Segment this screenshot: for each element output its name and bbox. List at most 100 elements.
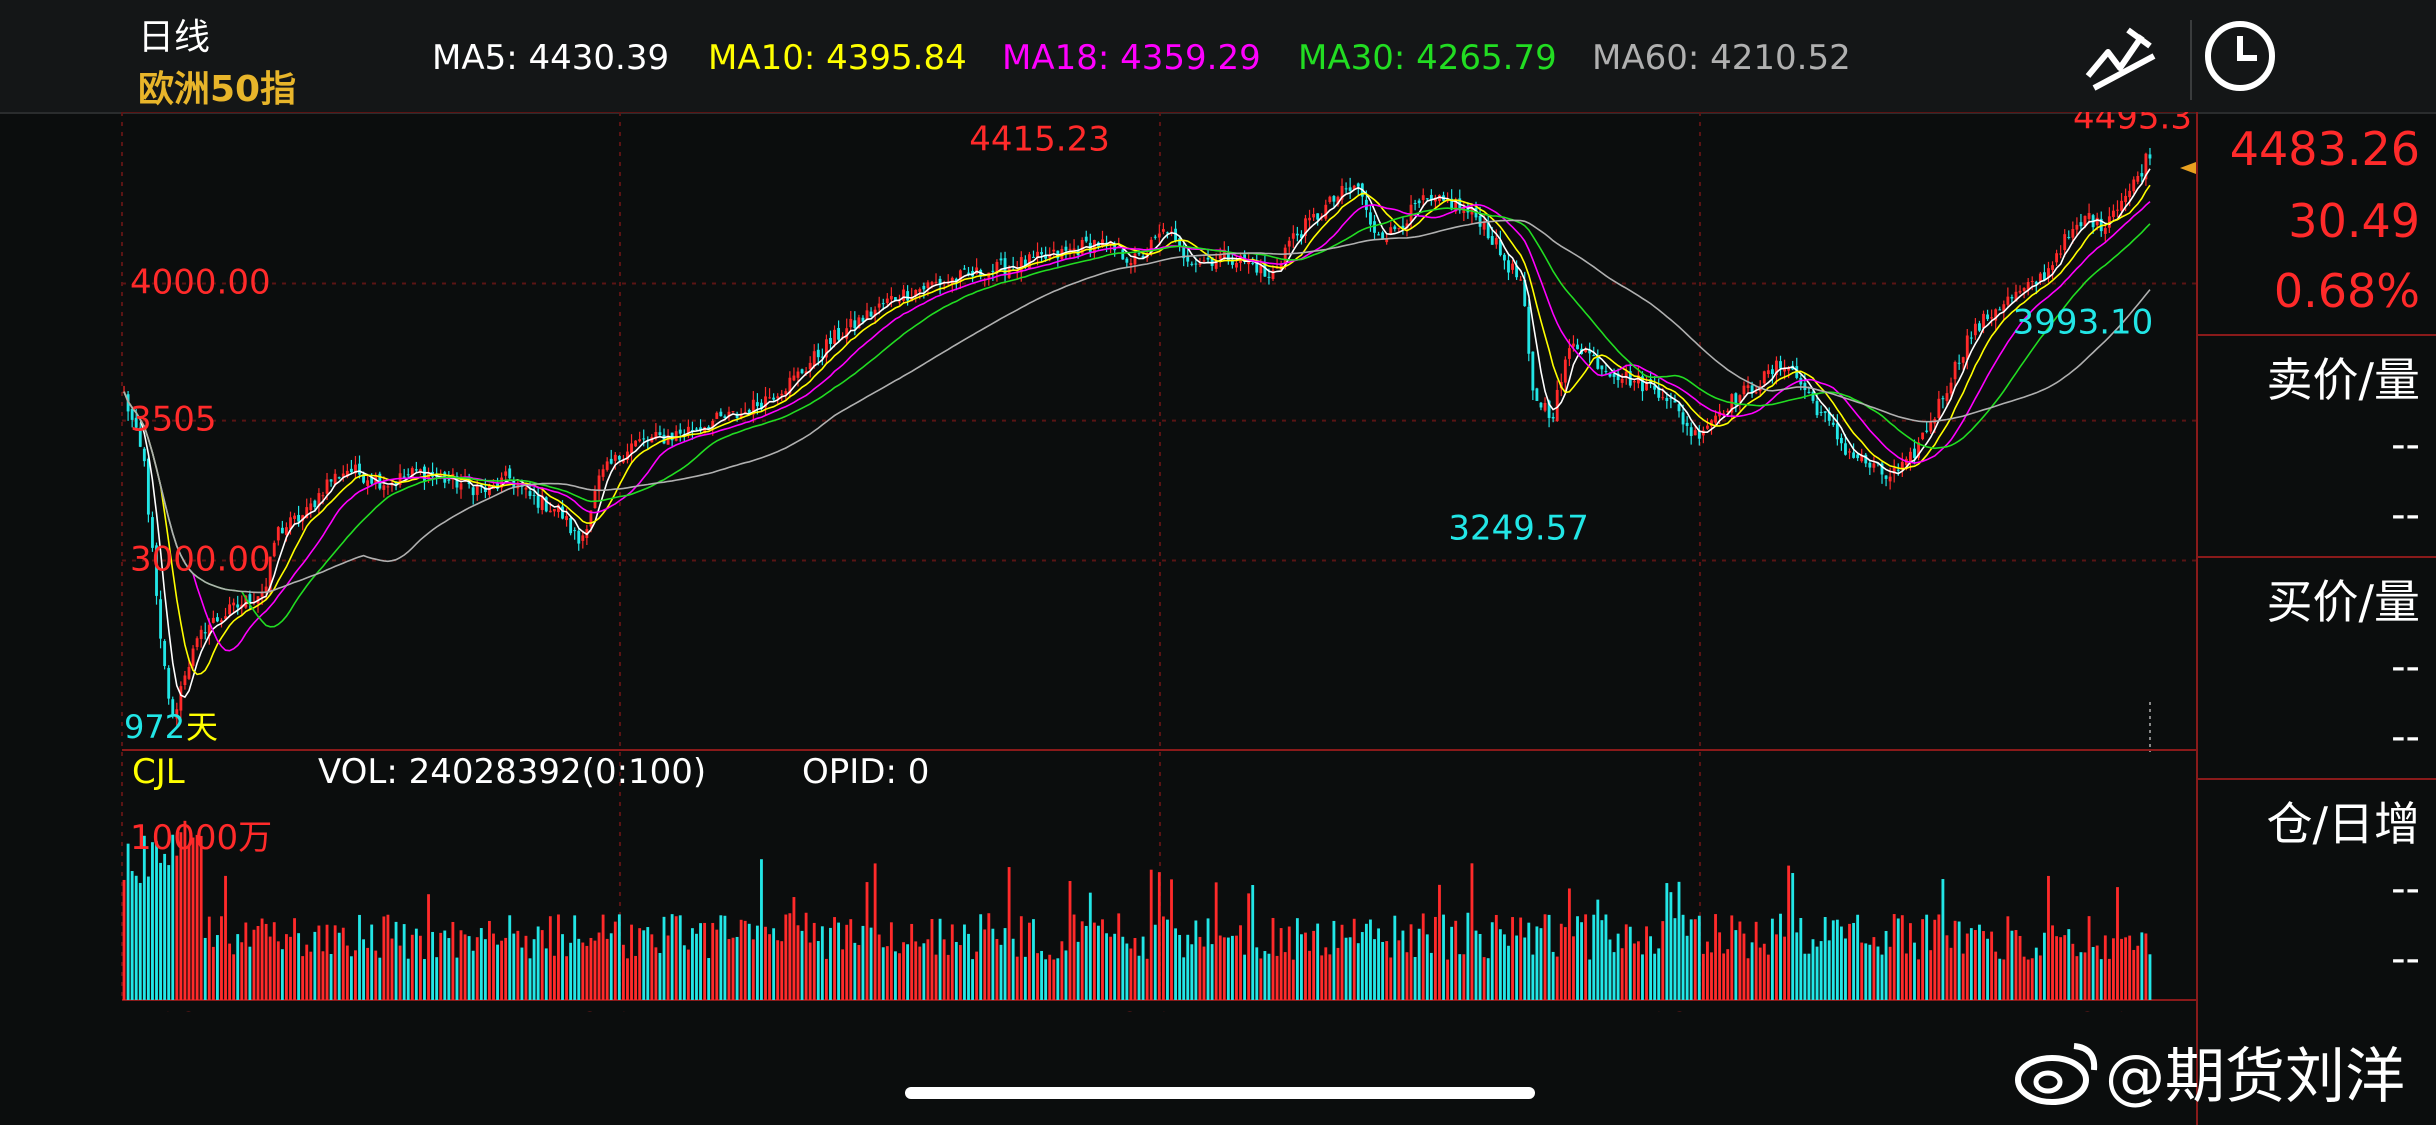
volume-bar [776, 940, 780, 1000]
volume-bar [1632, 943, 1636, 1000]
candle-body [1267, 276, 1271, 278]
volume-bar [1697, 915, 1701, 1000]
volume-bar [1486, 958, 1490, 1000]
candle-body [155, 545, 158, 596]
candle-body [333, 473, 337, 485]
volume-bar [349, 956, 353, 1000]
candle-body [808, 362, 812, 370]
candle-body [244, 595, 248, 608]
candle-body [1563, 359, 1567, 383]
candle-body [171, 699, 175, 716]
candle-body [1161, 229, 1165, 232]
volume-bar [1969, 928, 1973, 1000]
volume-bar [1401, 930, 1405, 1000]
volume-bar [792, 897, 796, 1000]
chart-style-icon[interactable] [2080, 16, 2170, 96]
volume-bar [345, 945, 349, 1000]
volume-bar [354, 950, 357, 1000]
volume-bar [199, 835, 203, 1000]
candle-body [1425, 198, 1429, 200]
candle-body [1466, 205, 1470, 213]
volume-indicator-label[interactable]: CJL [132, 752, 185, 792]
candle-body [1616, 373, 1620, 381]
volume-bar [1649, 936, 1653, 1000]
candle-body [796, 371, 800, 378]
buy-value-2: -- [2391, 714, 2420, 760]
ma30-line [123, 207, 2151, 628]
volume-bar [146, 876, 150, 1000]
volume-bar [1835, 919, 1839, 1000]
volume-bar [816, 941, 820, 1000]
candle-body [2018, 290, 2022, 293]
candle-body [1600, 365, 1604, 370]
candle-body [1929, 421, 1933, 432]
volume-bar [1616, 933, 1620, 1000]
volume-bar [1624, 924, 1628, 1000]
home-indicator[interactable] [905, 1087, 1535, 1099]
candle-body [345, 470, 349, 477]
volume-bar [699, 923, 702, 1000]
candle-body [1279, 263, 1283, 270]
panel-divider [2198, 556, 2436, 558]
volume-bar [1600, 920, 1604, 1000]
candle-body [528, 491, 532, 496]
candle-body [617, 456, 621, 460]
candle-body [1503, 254, 1506, 261]
candle-body [589, 510, 593, 527]
candle-body [544, 497, 548, 512]
volume-bar [1097, 925, 1100, 1000]
volume-bar [593, 940, 597, 1000]
volume-bar [1904, 953, 1908, 1000]
clock-icon[interactable] [2195, 16, 2285, 96]
volume-bar [910, 923, 914, 1000]
candle-body [496, 482, 499, 489]
candle-body [134, 417, 138, 428]
volume-bar [938, 918, 942, 1000]
candle-body [1632, 381, 1636, 383]
volume-bar [1957, 921, 1961, 1000]
volume-bar [2112, 938, 2115, 1000]
volume-bar [313, 931, 317, 1000]
candle-body [1048, 254, 1052, 258]
volume-bar [914, 941, 918, 1000]
volume-bar [1190, 944, 1194, 1000]
volume-bar [942, 939, 946, 1000]
candle-body [1787, 368, 1791, 371]
volume-bar [1438, 884, 1441, 1000]
candle-body [1332, 196, 1336, 202]
candle-body [1174, 228, 1177, 241]
candle-body [898, 301, 901, 303]
candle-body [662, 434, 666, 444]
candle-body [1811, 391, 1815, 401]
volume-bar [1174, 928, 1177, 1000]
volume-bar [297, 933, 301, 1000]
volume-bar [1340, 924, 1344, 1000]
candle-body [2140, 173, 2144, 177]
volume-readout: VOL: 24028392(0:100) [318, 752, 707, 792]
candle-body [597, 475, 601, 492]
volume-bar [504, 937, 508, 1000]
volume-bar [1259, 958, 1263, 1000]
volume-bar [881, 947, 885, 1000]
volume-bar [240, 942, 244, 1000]
period-label[interactable]: 日线 [138, 17, 211, 58]
candle-body [1831, 422, 1835, 425]
volume-bar [1681, 914, 1685, 1000]
candle-body [1129, 262, 1133, 266]
volume-bar [711, 922, 715, 1000]
candle-body [1860, 455, 1864, 462]
volume-bar [958, 945, 962, 1000]
candle-body [764, 396, 767, 408]
volume-bar [934, 954, 938, 1000]
volume-bar [723, 915, 727, 1000]
bottom-left-label: 972 [124, 708, 185, 746]
volume-bar [374, 950, 378, 1000]
instrument-name[interactable]: 欧洲50指 [138, 69, 297, 110]
volume-bar [2026, 959, 2030, 1000]
candle-body [1450, 198, 1454, 210]
volume-bar [431, 931, 435, 1000]
price-chart[interactable]: 4415.23 4495.3 3249.57 3993.10 4000.00 3505 3… [0, 112, 2196, 1012]
candle-body [179, 686, 183, 711]
candle-body [1072, 248, 1076, 251]
volume-bar [1998, 958, 2002, 1000]
